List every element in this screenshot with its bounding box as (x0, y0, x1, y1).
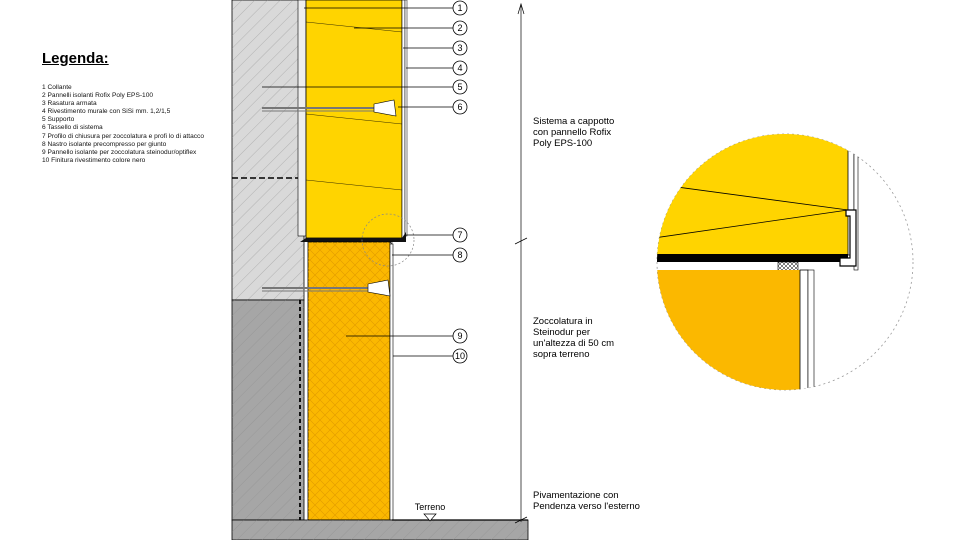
callout-number: 2 (457, 23, 462, 33)
callout-3: 3 (452, 40, 468, 56)
callout-number: 8 (457, 250, 462, 260)
legend-item: 10 Finitura rivestimento colore nero (42, 156, 146, 164)
callout-9: 9 (452, 328, 468, 344)
callout-number: 10 (455, 351, 465, 361)
callout-5: 5 (452, 79, 468, 95)
wall-coating (404, 0, 408, 237)
callout-number: 7 (457, 230, 462, 240)
callout-8: 8 (452, 247, 468, 263)
legend-item: 4 Rivestimento murale con SiSi mm. 1,2/1… (42, 108, 171, 116)
ground-label: Terreno (415, 502, 446, 512)
callout-1: 1 (452, 0, 468, 16)
legend-item: 2 Pannelli isolanti Rofix Poly EPS-100 (42, 92, 154, 100)
system-anchor-lower (262, 279, 391, 297)
callout-2: 2 (452, 20, 468, 36)
detail-marker (361, 213, 415, 267)
legend-title: Legenda: (42, 50, 109, 67)
support-wall (231, 0, 305, 521)
callout-number: 1 (457, 3, 462, 13)
callout-10: 10 (452, 348, 468, 364)
dimension-line (514, 2, 528, 524)
callout-6: 6 (452, 99, 468, 115)
adhesive-layer (297, 0, 307, 237)
enlarged-detail (656, 133, 914, 391)
reinforced-render (401, 0, 406, 239)
callout-number: 5 (457, 82, 462, 92)
legend-item: 1 Collante (42, 84, 72, 91)
callout-number: 3 (457, 43, 462, 53)
ground-slab (231, 519, 529, 540)
legend-item: 9 Pannello isolante per zoccolatura stei… (42, 148, 197, 156)
note-sistema: Sistema a cappotto con pannello Rofix Po… (533, 116, 615, 149)
note-zoccolatura: Zoccolatura in Steinodur per un'altezza … (533, 316, 615, 360)
callout-number: 4 (457, 63, 462, 73)
ground-level-marker: Terreno (415, 502, 446, 522)
callouts (262, 7, 453, 357)
legend-item: 6 Tassello di sistema (42, 124, 103, 132)
callout-7: 7 (452, 227, 468, 243)
legend-list: 1 Collante 2 Pannelli isolanti Rofix Pol… (42, 84, 204, 165)
closing-profile (300, 232, 406, 242)
callout-number: 6 (457, 102, 462, 112)
system-anchor-upper (262, 99, 397, 117)
callout-4: 4 (452, 60, 468, 76)
black-finish (389, 243, 394, 521)
legend-item: 5 Supporto (42, 116, 75, 124)
note-pavimentazione: Pivamentazione con Pendenza verso l'este… (533, 490, 640, 512)
callout-number: 9 (457, 331, 462, 341)
legend-item: 8 Nastro isolante precompresso per giunt… (42, 140, 167, 148)
eps-insulation-panel (305, 0, 403, 239)
legend-item: 7 Profilo di chiusura per zoccolatura e … (42, 132, 204, 140)
legend-item: 3 Rasatura armata (42, 100, 97, 108)
